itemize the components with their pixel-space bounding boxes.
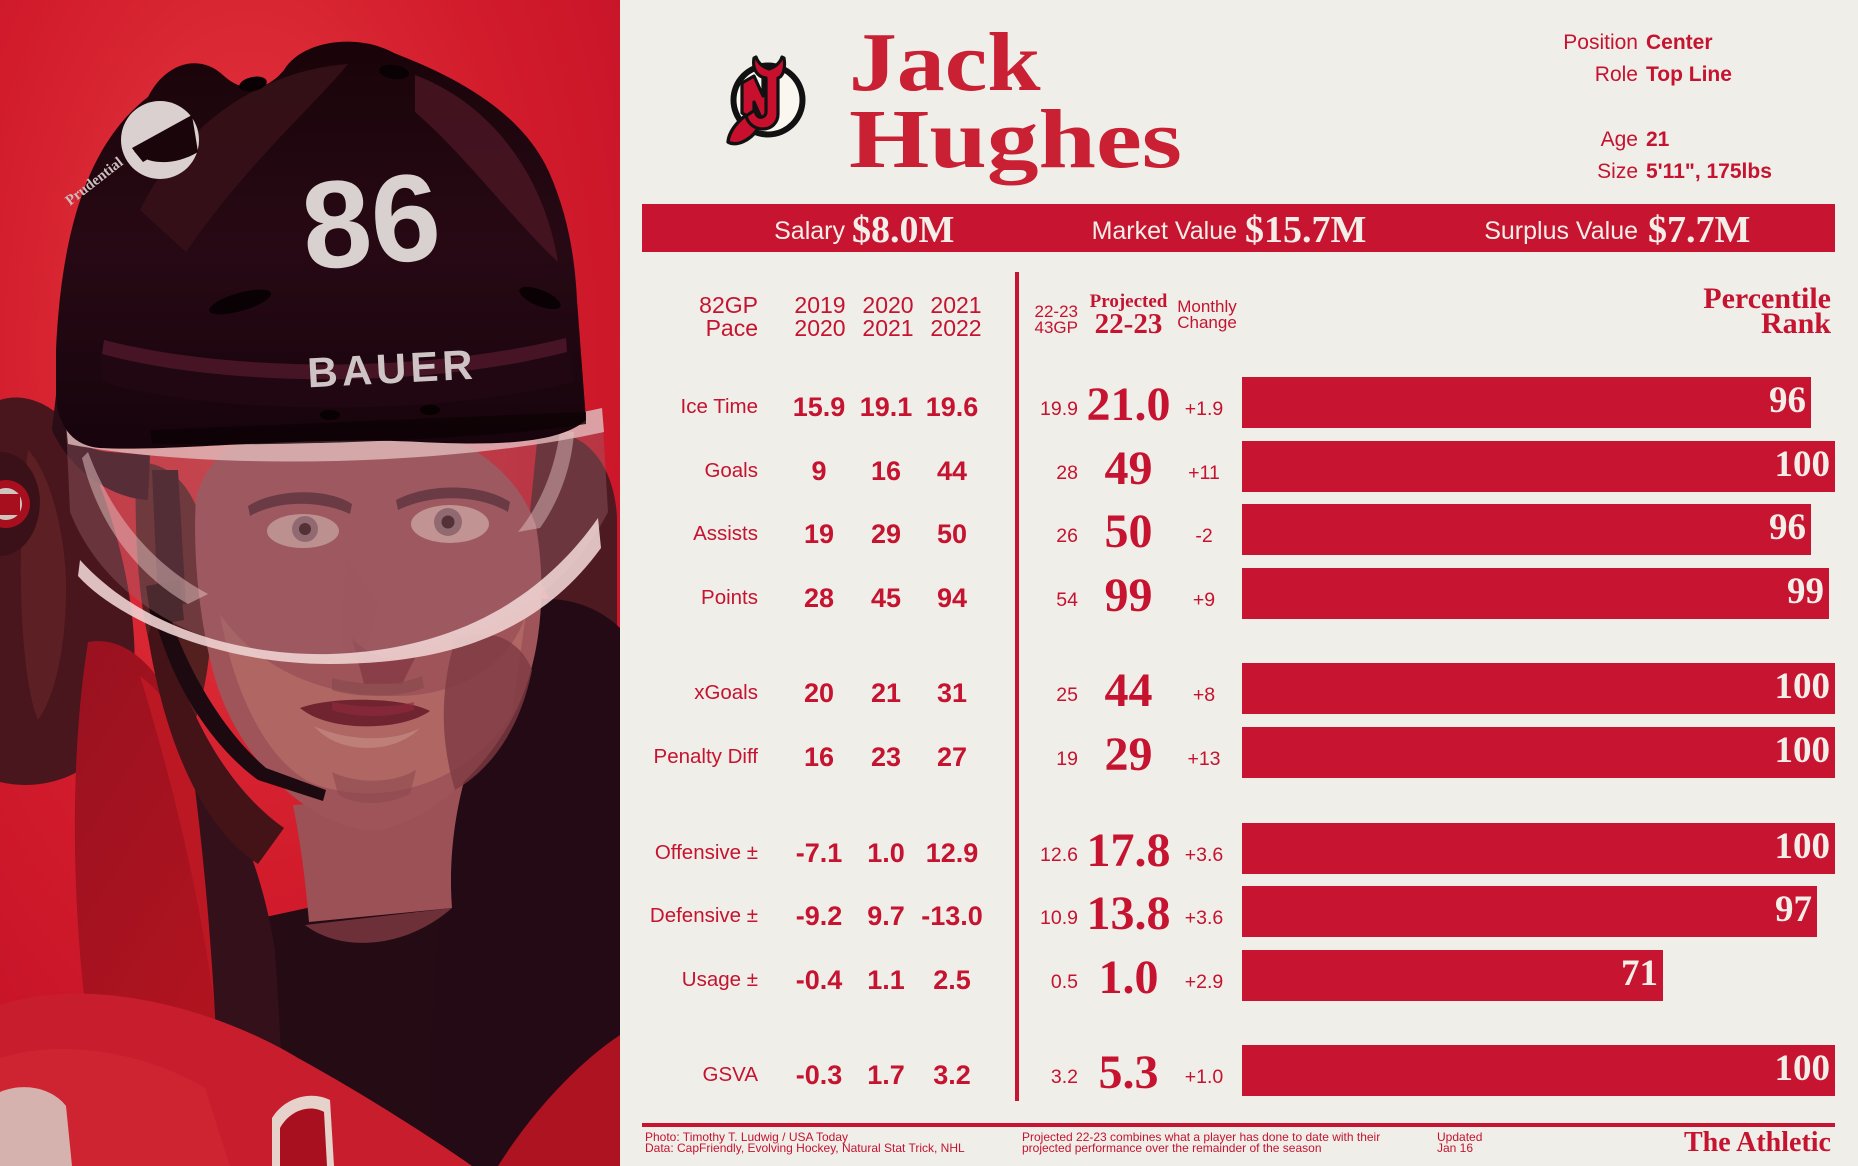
svg-text:86: 86: [296, 147, 445, 296]
svg-text:BAUER: BAUER: [306, 341, 478, 397]
